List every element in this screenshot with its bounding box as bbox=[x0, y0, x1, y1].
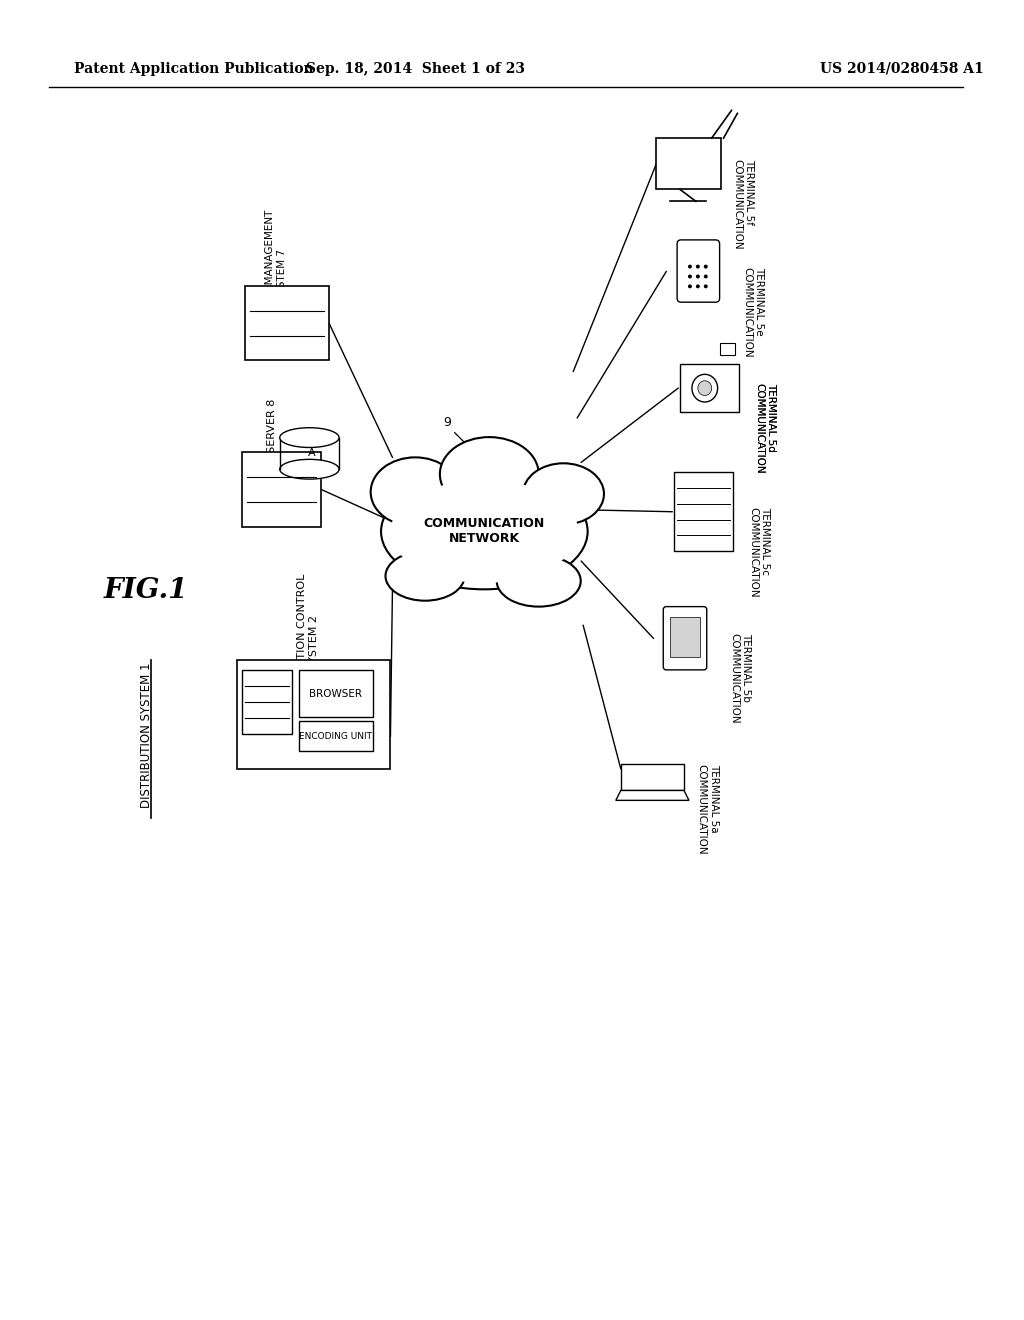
FancyBboxPatch shape bbox=[677, 240, 720, 302]
FancyBboxPatch shape bbox=[680, 364, 739, 412]
Ellipse shape bbox=[381, 474, 588, 589]
Ellipse shape bbox=[703, 275, 708, 279]
Text: FIG.1: FIG.1 bbox=[104, 577, 188, 605]
Text: DISTRIBUTION CONTROL
SYSTEM 2: DISTRIBUTION CONTROL SYSTEM 2 bbox=[297, 573, 318, 711]
Ellipse shape bbox=[692, 375, 718, 403]
Ellipse shape bbox=[523, 463, 604, 524]
Text: TERMINAL MANAGEMENT
SYSTEM 7: TERMINAL MANAGEMENT SYSTEM 7 bbox=[265, 210, 287, 339]
FancyBboxPatch shape bbox=[242, 669, 292, 734]
Ellipse shape bbox=[696, 284, 699, 288]
Text: Patent Application Publication: Patent Application Publication bbox=[74, 62, 313, 75]
Text: WEB SERVER 8: WEB SERVER 8 bbox=[267, 399, 276, 482]
Ellipse shape bbox=[688, 264, 692, 268]
Text: COMMUNICATION
NETWORK: COMMUNICATION NETWORK bbox=[424, 517, 545, 545]
Ellipse shape bbox=[280, 428, 339, 447]
Text: ENCODING UNIT: ENCODING UNIT bbox=[299, 731, 372, 741]
Ellipse shape bbox=[385, 552, 465, 601]
Text: COMMUNICATION: COMMUNICATION bbox=[696, 764, 707, 854]
Text: TERMINAL 5e: TERMINAL 5e bbox=[754, 267, 764, 335]
FancyBboxPatch shape bbox=[299, 721, 373, 751]
Text: TERMINAL 5a: TERMINAL 5a bbox=[709, 764, 719, 833]
Text: US 2014/0280458 A1: US 2014/0280458 A1 bbox=[820, 62, 984, 75]
FancyBboxPatch shape bbox=[670, 618, 699, 657]
Polygon shape bbox=[621, 764, 684, 791]
Text: TERMINAL 5d: TERMINAL 5d bbox=[766, 383, 776, 453]
FancyBboxPatch shape bbox=[664, 607, 707, 669]
Text: TERMINAL 5c: TERMINAL 5c bbox=[760, 507, 770, 574]
FancyBboxPatch shape bbox=[238, 660, 390, 768]
FancyBboxPatch shape bbox=[674, 473, 733, 552]
Ellipse shape bbox=[280, 459, 339, 479]
Ellipse shape bbox=[703, 264, 708, 268]
Text: COMMUNICATION: COMMUNICATION bbox=[729, 634, 739, 723]
Ellipse shape bbox=[696, 275, 699, 279]
Text: Sep. 18, 2014  Sheet 1 of 23: Sep. 18, 2014 Sheet 1 of 23 bbox=[305, 62, 524, 75]
FancyBboxPatch shape bbox=[242, 453, 322, 527]
FancyBboxPatch shape bbox=[245, 286, 329, 360]
Text: TERMINAL 5f: TERMINAL 5f bbox=[744, 158, 755, 224]
Text: TERMINAL 5b: TERMINAL 5b bbox=[741, 634, 752, 702]
Text: COMMUNICATION: COMMUNICATION bbox=[732, 158, 742, 249]
Text: 20: 20 bbox=[278, 729, 292, 738]
Ellipse shape bbox=[688, 275, 692, 279]
Ellipse shape bbox=[371, 457, 460, 527]
Text: TERMINAL 5d: TERMINAL 5d bbox=[766, 383, 776, 453]
Ellipse shape bbox=[703, 284, 708, 288]
Ellipse shape bbox=[440, 437, 539, 511]
Text: COMMUNICATION: COMMUNICATION bbox=[749, 507, 758, 598]
Text: 19: 19 bbox=[278, 751, 292, 760]
Ellipse shape bbox=[395, 483, 573, 579]
Text: COMMUNICATION: COMMUNICATION bbox=[754, 383, 764, 474]
Text: COMMUNICATION: COMMUNICATION bbox=[742, 267, 753, 358]
Text: BROWSER: BROWSER bbox=[309, 689, 362, 698]
Text: 9: 9 bbox=[442, 416, 451, 429]
FancyBboxPatch shape bbox=[656, 139, 721, 190]
Text: A: A bbox=[307, 449, 315, 458]
Text: COMMUNICATION: COMMUNICATION bbox=[754, 383, 764, 474]
Ellipse shape bbox=[688, 284, 692, 288]
Ellipse shape bbox=[696, 264, 699, 268]
Ellipse shape bbox=[698, 380, 712, 396]
Ellipse shape bbox=[497, 556, 581, 607]
FancyBboxPatch shape bbox=[720, 343, 735, 355]
FancyBboxPatch shape bbox=[299, 669, 373, 717]
Ellipse shape bbox=[390, 480, 579, 583]
Polygon shape bbox=[615, 791, 689, 800]
Text: DISTRIBUTION SYSTEM 1: DISTRIBUTION SYSTEM 1 bbox=[140, 663, 154, 808]
